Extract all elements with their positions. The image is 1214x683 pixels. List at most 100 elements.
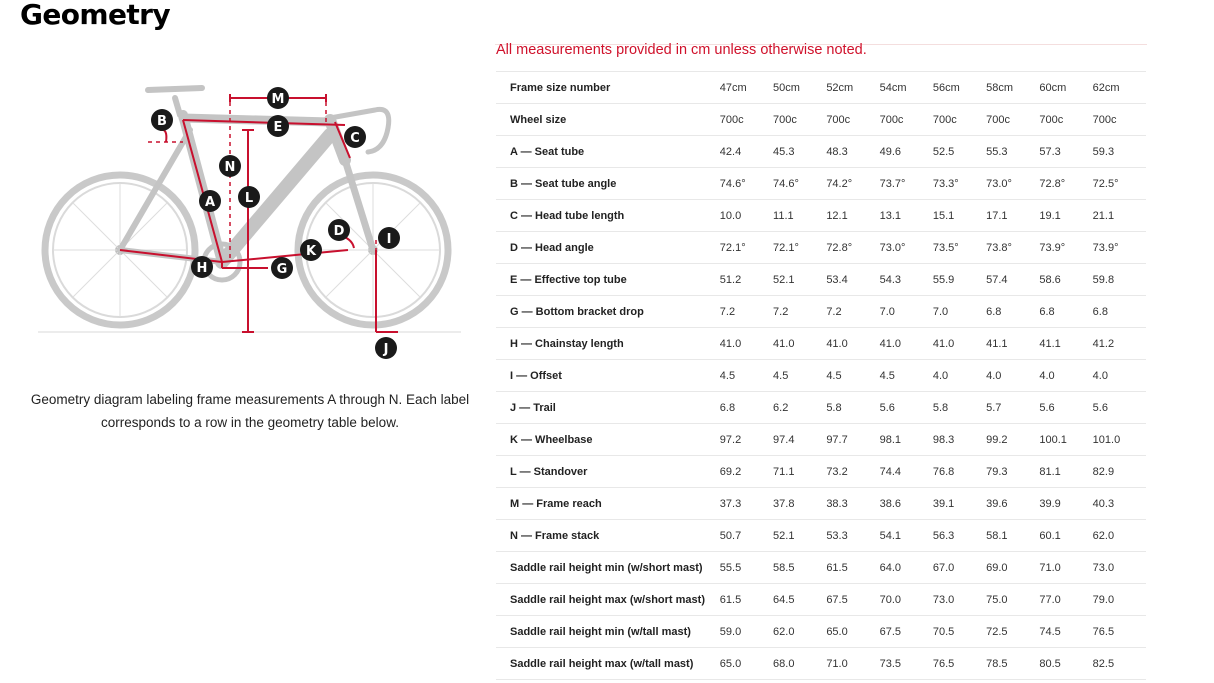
value-cell: 6.8: [1092, 295, 1146, 328]
value-cell: 55.9: [932, 263, 987, 296]
row-label: L — Standover: [496, 455, 720, 488]
label-badge-k: K: [300, 239, 322, 261]
row-label: Wheel size: [496, 103, 720, 136]
value-cell: 4.5: [879, 359, 933, 392]
label-badge-n: N: [219, 155, 241, 177]
label-badge-g: G: [271, 257, 293, 279]
value-cell: 52.5: [932, 135, 987, 168]
svg-text:A: A: [205, 195, 215, 210]
value-cell: 64.5: [773, 583, 827, 616]
value-cell: 6.8: [986, 295, 1040, 328]
frame-size-cell: 60cm: [1039, 71, 1093, 104]
row-label: C — Head tube length: [496, 199, 720, 232]
row-label: J — Trail: [496, 391, 720, 424]
value-cell: 19.1: [1039, 199, 1093, 232]
table-row: Saddle rail height max (w/tall mast) 65.0…: [496, 647, 1146, 680]
value-cell: 72.5°: [1092, 167, 1146, 200]
label-badge-e: E: [267, 115, 289, 137]
value-cell: 41.0: [826, 327, 880, 360]
value-cell: 700c: [719, 103, 774, 136]
value-cell: 41.0: [932, 327, 987, 360]
value-cell: 37.3: [719, 487, 774, 520]
value-cell: 73.0: [1092, 551, 1146, 584]
value-cell: 73.5°: [932, 231, 987, 264]
row-label: I — Offset: [496, 359, 720, 392]
value-cell: 7.2: [719, 295, 774, 328]
table-header-row: Frame size number 47cm 50cm 52cm 54cm 56…: [496, 71, 1146, 104]
value-cell: 17.1: [986, 199, 1040, 232]
value-cell: 72.8°: [1039, 167, 1093, 200]
table-row: J — Trail 6.8 6.2 5.8 5.6 5.8 5.7 5.6 5.6: [496, 391, 1146, 424]
geometry-table-body: Frame size number 47cm 50cm 52cm 54cm 56…: [496, 71, 1146, 680]
value-cell: 700c: [1039, 103, 1093, 136]
table-row: D — Head angle 72.1° 72.1° 72.8° 73.0° 73.5° 7…: [496, 231, 1146, 264]
value-cell: 52.1: [773, 519, 827, 552]
measurement-note: All measurements provided in cm unless o…: [496, 42, 867, 58]
value-cell: 71.0: [826, 647, 880, 680]
row-label: N — Frame stack: [496, 519, 720, 552]
value-cell: 700c: [773, 103, 827, 136]
value-cell: 700c: [1092, 103, 1146, 136]
value-cell: 53.3: [826, 519, 880, 552]
svg-text:E: E: [274, 120, 283, 135]
value-cell: 59.3: [1092, 135, 1146, 168]
value-cell: 74.6°: [719, 167, 774, 200]
value-cell: 71.1: [773, 455, 827, 488]
value-cell: 73.2: [826, 455, 880, 488]
value-cell: 55.5: [719, 551, 774, 584]
value-cell: 13.1: [879, 199, 933, 232]
value-cell: 97.2: [719, 423, 774, 456]
value-cell: 42.4: [719, 135, 774, 168]
value-cell: 4.5: [773, 359, 827, 392]
label-badge-d: D: [328, 219, 350, 241]
value-cell: 76.8: [932, 455, 987, 488]
value-cell: 40.3: [1092, 487, 1146, 520]
value-cell: 700c: [826, 103, 880, 136]
value-cell: 79.3: [986, 455, 1040, 488]
value-cell: 82.9: [1092, 455, 1146, 488]
table-row: M — Frame reach 37.3 37.8 38.3 38.6 39.1 39.6 3…: [496, 487, 1146, 520]
value-cell: 39.6: [986, 487, 1040, 520]
value-cell: 5.6: [879, 391, 933, 424]
value-cell: 73.9°: [1039, 231, 1093, 264]
value-cell: 73.0°: [879, 231, 933, 264]
value-cell: 7.2: [826, 295, 880, 328]
value-cell: 7.2: [773, 295, 827, 328]
value-cell: 59.0: [719, 615, 774, 648]
frame-size-cell: 52cm: [826, 71, 880, 104]
value-cell: 12.1: [826, 199, 880, 232]
label-badge-h: H: [191, 256, 213, 278]
value-cell: 38.3: [826, 487, 880, 520]
value-cell: 58.1: [986, 519, 1040, 552]
table-row: L — Standover 69.2 71.1 73.2 74.4 76.8 79.3 81.…: [496, 455, 1146, 488]
value-cell: 73.8°: [986, 231, 1040, 264]
value-cell: 79.0: [1092, 583, 1146, 616]
value-cell: 41.1: [1039, 327, 1093, 360]
value-cell: 4.0: [1039, 359, 1093, 392]
value-cell: 73.9°: [1092, 231, 1146, 264]
value-cell: 73.7°: [879, 167, 933, 200]
table-row: G — Bottom bracket drop 7.2 7.2 7.2 7.0 7.0 6.…: [496, 295, 1146, 328]
value-cell: 58.5: [773, 551, 827, 584]
value-cell: 62.0: [1092, 519, 1146, 552]
value-cell: 69.0: [986, 551, 1040, 584]
value-cell: 38.6: [879, 487, 933, 520]
table-row: Saddle rail height max (w/short mast) 61.…: [496, 583, 1146, 616]
value-cell: 55.3: [986, 135, 1040, 168]
value-cell: 72.8°: [826, 231, 880, 264]
value-cell: 7.0: [932, 295, 987, 328]
value-cell: 74.6°: [773, 167, 827, 200]
page-title: Geometry: [20, 0, 171, 31]
value-cell: 6.8: [719, 391, 774, 424]
svg-text:H: H: [197, 261, 208, 276]
value-cell: 65.0: [719, 647, 774, 680]
value-cell: 21.1: [1092, 199, 1146, 232]
value-cell: 57.4: [986, 263, 1040, 296]
value-cell: 700c: [986, 103, 1040, 136]
value-cell: 64.0: [879, 551, 933, 584]
value-cell: 65.0: [826, 615, 880, 648]
value-cell: 56.3: [932, 519, 987, 552]
value-cell: 4.0: [1092, 359, 1146, 392]
value-cell: 54.3: [879, 263, 933, 296]
value-cell: 50.7: [719, 519, 774, 552]
